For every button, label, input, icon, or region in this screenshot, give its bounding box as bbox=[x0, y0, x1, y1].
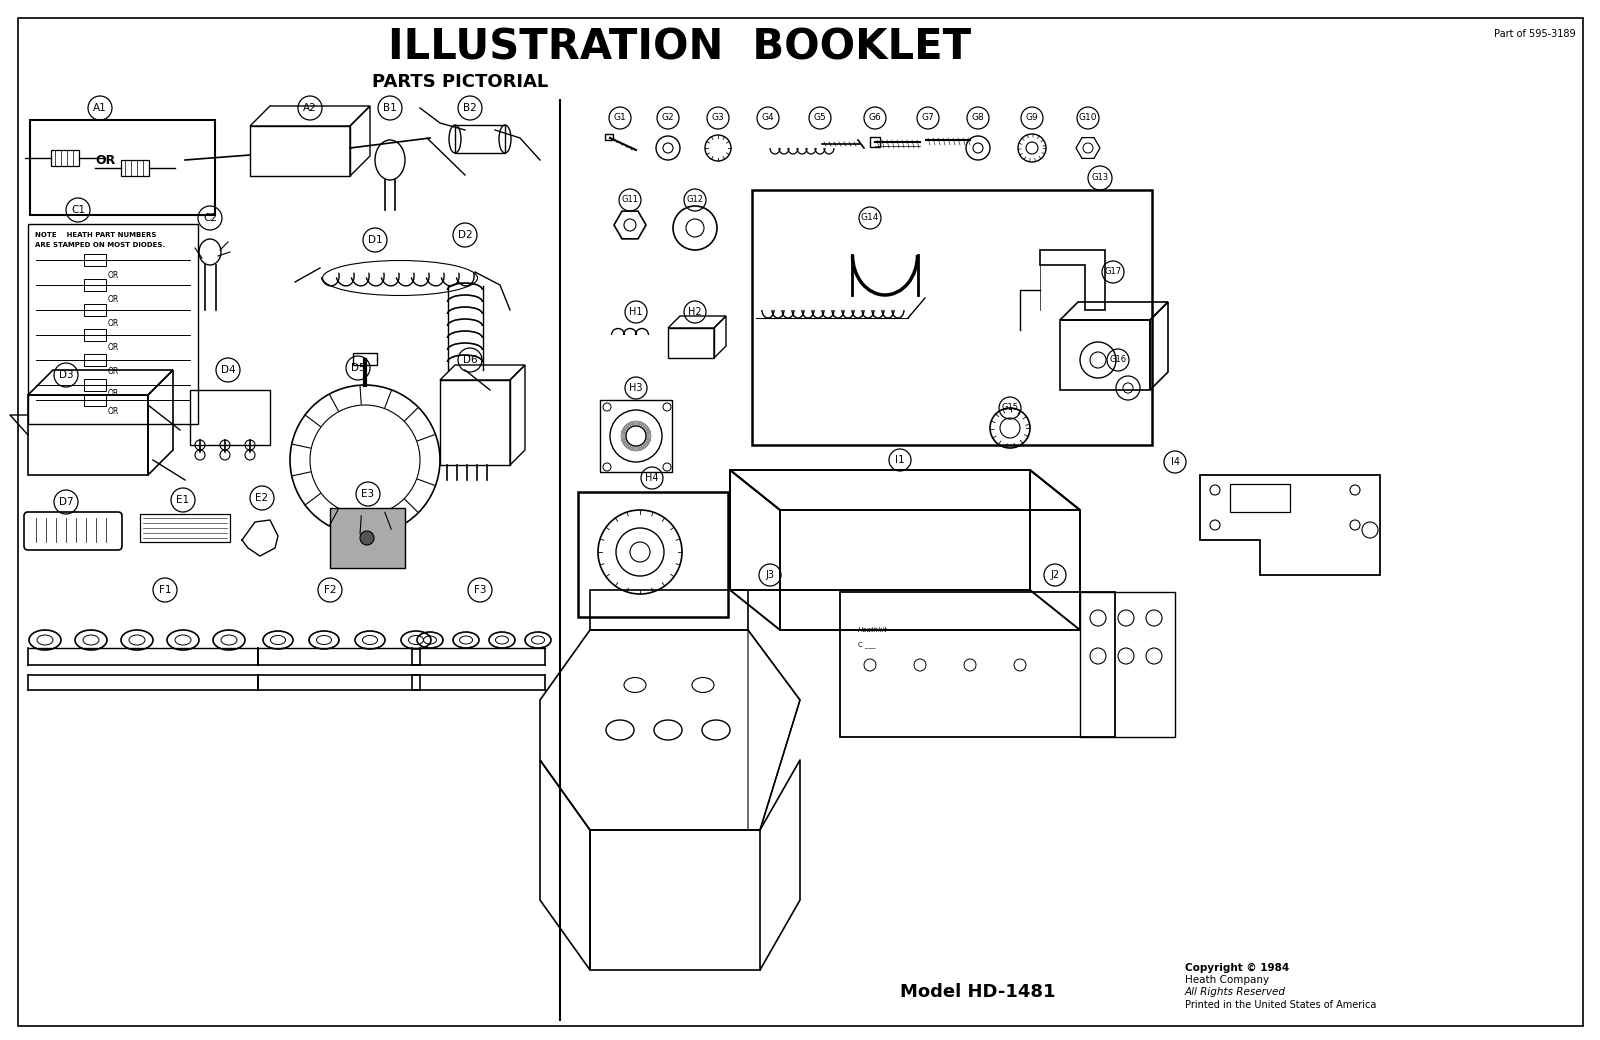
Bar bbox=[440, 380, 510, 465]
Text: G2: G2 bbox=[662, 113, 674, 123]
Text: Printed in the United States of America: Printed in the United States of America bbox=[1186, 1000, 1376, 1010]
Text: G12: G12 bbox=[686, 196, 704, 205]
Bar bbox=[600, 400, 672, 472]
Circle shape bbox=[360, 531, 374, 545]
Bar bbox=[354, 353, 378, 365]
Text: Model HD-1481: Model HD-1481 bbox=[899, 983, 1056, 1000]
Text: G1: G1 bbox=[614, 113, 626, 123]
Text: H1: H1 bbox=[629, 307, 643, 317]
Text: G16: G16 bbox=[1109, 356, 1126, 364]
Text: OR: OR bbox=[107, 407, 118, 416]
Bar bbox=[840, 592, 1115, 737]
Text: F3: F3 bbox=[474, 584, 486, 595]
Text: G14: G14 bbox=[861, 213, 878, 223]
Text: C1: C1 bbox=[70, 205, 85, 215]
Text: NOTE    HEATH PART NUMBERS: NOTE HEATH PART NUMBERS bbox=[35, 232, 157, 238]
Bar bbox=[83, 394, 106, 406]
Text: B2: B2 bbox=[462, 103, 477, 113]
Bar bbox=[1059, 320, 1150, 390]
Text: G15: G15 bbox=[1002, 404, 1019, 413]
Bar bbox=[29, 395, 147, 475]
Bar bbox=[30, 120, 214, 215]
Text: D3: D3 bbox=[59, 370, 74, 380]
Text: G6: G6 bbox=[869, 113, 882, 123]
Text: D2: D2 bbox=[458, 230, 472, 240]
Text: D6: D6 bbox=[462, 355, 477, 365]
Text: PARTS PICTORIAL: PARTS PICTORIAL bbox=[371, 73, 549, 90]
Bar bbox=[83, 254, 106, 266]
Text: All Rights Reserved: All Rights Reserved bbox=[1186, 987, 1286, 997]
Bar bbox=[578, 492, 728, 617]
Text: B1: B1 bbox=[382, 103, 397, 113]
Bar bbox=[330, 508, 405, 568]
Text: E2: E2 bbox=[256, 493, 269, 503]
Bar bbox=[83, 354, 106, 366]
Bar bbox=[83, 304, 106, 316]
Bar bbox=[605, 134, 613, 140]
Text: G17: G17 bbox=[1104, 267, 1122, 277]
Text: H2: H2 bbox=[688, 307, 702, 317]
Text: OR: OR bbox=[107, 343, 118, 353]
Text: OR: OR bbox=[107, 367, 118, 376]
Text: G13: G13 bbox=[1091, 174, 1109, 182]
Text: F1: F1 bbox=[158, 584, 171, 595]
Bar bbox=[190, 390, 270, 445]
Bar bbox=[83, 329, 106, 341]
Text: A2: A2 bbox=[302, 103, 317, 113]
Bar bbox=[454, 125, 506, 153]
Text: ARE STAMPED ON MOST DIODES.: ARE STAMPED ON MOST DIODES. bbox=[35, 242, 165, 248]
Bar bbox=[51, 150, 78, 166]
Text: D5: D5 bbox=[350, 363, 365, 373]
Text: G8: G8 bbox=[971, 113, 984, 123]
Text: G4: G4 bbox=[762, 113, 774, 123]
Text: F2: F2 bbox=[323, 584, 336, 595]
Text: G5: G5 bbox=[814, 113, 826, 123]
Text: A1: A1 bbox=[93, 103, 107, 113]
Text: Copyright © 1984: Copyright © 1984 bbox=[1186, 963, 1290, 973]
Text: G11: G11 bbox=[621, 196, 638, 205]
Text: G3: G3 bbox=[712, 113, 725, 123]
Text: ILLUSTRATION  BOOKLET: ILLUSTRATION BOOKLET bbox=[389, 27, 971, 69]
Text: D7: D7 bbox=[59, 497, 74, 506]
Bar bbox=[141, 514, 230, 542]
Text: H4: H4 bbox=[645, 473, 659, 483]
Text: D1: D1 bbox=[368, 235, 382, 245]
Bar bbox=[669, 328, 714, 358]
Text: I4: I4 bbox=[1171, 457, 1179, 467]
Text: C2: C2 bbox=[203, 213, 218, 223]
Text: G9: G9 bbox=[1026, 113, 1038, 123]
Text: OR: OR bbox=[107, 389, 118, 397]
Bar bbox=[29, 224, 198, 424]
Text: G7: G7 bbox=[922, 113, 934, 123]
Text: E3: E3 bbox=[362, 489, 374, 499]
Text: C ___: C ___ bbox=[858, 642, 875, 648]
Bar bbox=[122, 160, 149, 176]
Text: OR: OR bbox=[107, 295, 118, 305]
Text: OR: OR bbox=[107, 270, 118, 280]
Bar bbox=[752, 190, 1152, 445]
Text: E1: E1 bbox=[176, 495, 189, 505]
Text: Heath Company: Heath Company bbox=[1186, 976, 1269, 985]
Text: Part of 595-3189: Part of 595-3189 bbox=[1494, 29, 1576, 38]
Text: G10: G10 bbox=[1078, 113, 1098, 123]
Text: J2: J2 bbox=[1051, 570, 1059, 580]
Text: H3: H3 bbox=[629, 383, 643, 393]
Text: D4: D4 bbox=[221, 365, 235, 375]
Text: OR: OR bbox=[94, 154, 115, 166]
Text: J3: J3 bbox=[765, 570, 774, 580]
Bar bbox=[1230, 484, 1290, 512]
Text: OR: OR bbox=[107, 318, 118, 328]
Text: I1: I1 bbox=[894, 456, 906, 465]
Bar bbox=[250, 126, 350, 176]
Bar bbox=[83, 379, 106, 391]
Text: Heathkit: Heathkit bbox=[858, 627, 888, 633]
Bar bbox=[870, 137, 880, 147]
Bar bbox=[1080, 592, 1174, 737]
Bar bbox=[83, 279, 106, 291]
